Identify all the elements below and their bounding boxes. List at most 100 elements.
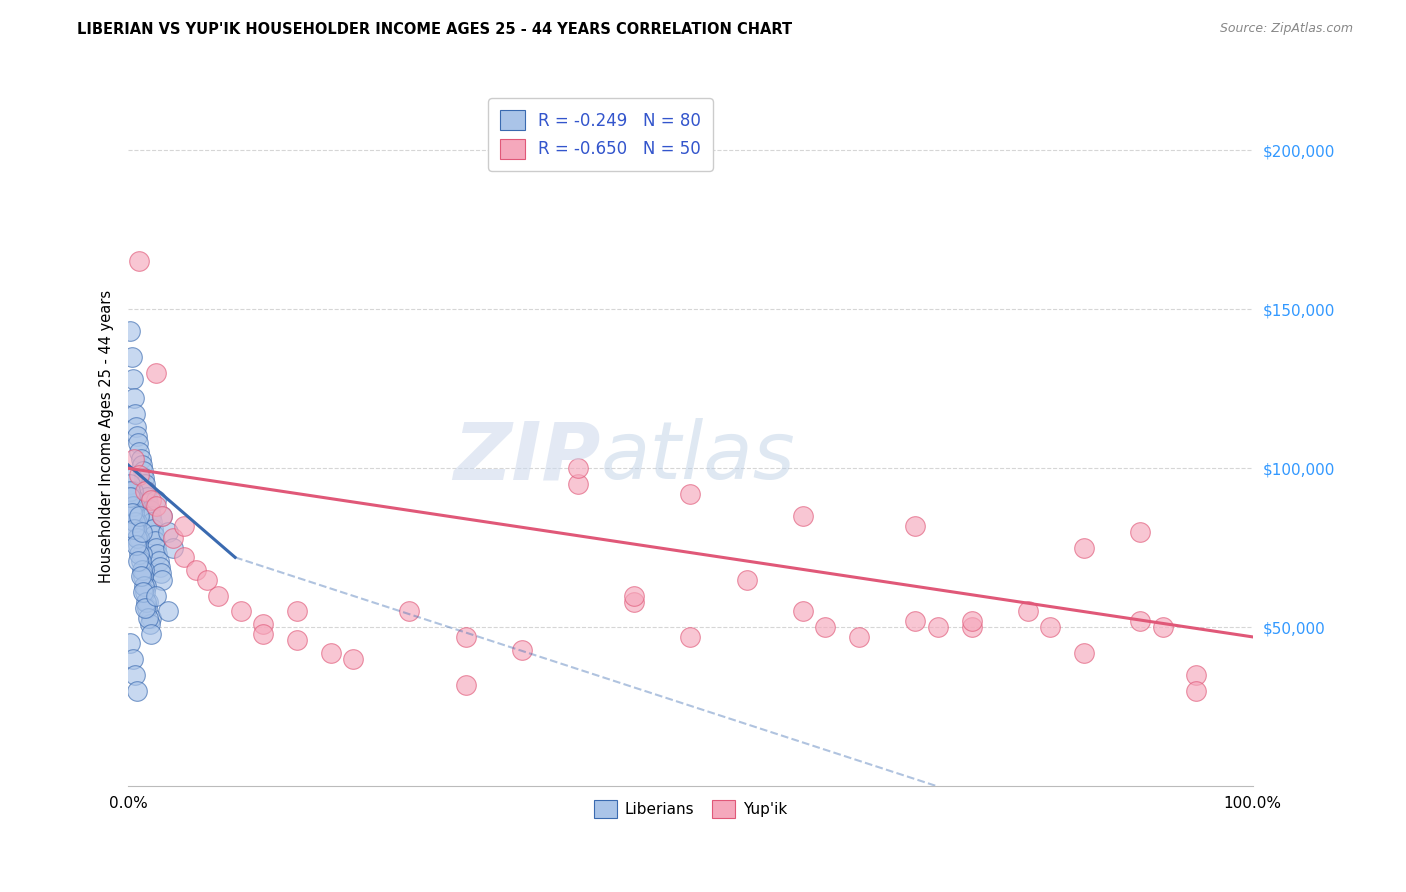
Point [145, 366, 167, 380]
Point [904, 614, 927, 628]
Point [142, 522, 165, 536]
Point [285, 604, 308, 618]
Point [567, 477, 589, 491]
Point [960, 620, 983, 634]
Point [135, 579, 157, 593]
Point [735, 573, 758, 587]
Point [135, 595, 157, 609]
Point [120, 325, 142, 339]
Point [904, 518, 927, 533]
Point [145, 493, 167, 508]
Point [127, 553, 149, 567]
Point [121, 471, 143, 485]
Point [139, 626, 162, 640]
Point [121, 652, 143, 666]
Point [128, 547, 150, 561]
Point [229, 604, 252, 618]
Point [173, 518, 195, 533]
Point [120, 477, 142, 491]
Text: atlas: atlas [600, 418, 796, 497]
Point [138, 617, 160, 632]
Point [398, 604, 420, 618]
Point [1129, 524, 1152, 539]
Point [124, 500, 146, 514]
Point [143, 534, 166, 549]
Point [927, 620, 949, 634]
Point [252, 617, 274, 632]
Point [146, 547, 169, 561]
Point [1185, 668, 1208, 682]
Point [679, 486, 702, 500]
Point [131, 524, 153, 539]
Point [207, 589, 229, 603]
Point [120, 490, 142, 504]
Point [131, 458, 153, 472]
Point [156, 604, 179, 618]
Point [1073, 541, 1095, 555]
Point [128, 254, 150, 268]
Point [125, 522, 148, 536]
Text: ZIP: ZIP [453, 418, 600, 497]
Point [848, 630, 870, 644]
Point [121, 490, 143, 504]
Point [1152, 620, 1174, 634]
Point [454, 630, 477, 644]
Point [1129, 614, 1152, 628]
Point [134, 483, 156, 498]
Point [122, 506, 145, 520]
Point [138, 496, 160, 510]
Point [814, 620, 837, 634]
Point [454, 678, 477, 692]
Point [184, 563, 207, 577]
Point [121, 372, 143, 386]
Point [132, 465, 155, 479]
Point [149, 566, 172, 581]
Y-axis label: Householder Income Ages 25 - 44 years: Householder Income Ages 25 - 44 years [100, 290, 114, 583]
Point [131, 547, 153, 561]
Point [510, 642, 533, 657]
Point [623, 589, 645, 603]
Point [567, 461, 589, 475]
Point [156, 524, 179, 539]
Point [121, 483, 143, 498]
Text: LIBERIAN VS YUP'IK HOUSEHOLDER INCOME AGES 25 - 44 YEARS CORRELATION CHART: LIBERIAN VS YUP'IK HOUSEHOLDER INCOME AG… [77, 22, 793, 37]
Point [1073, 646, 1095, 660]
Point [121, 350, 143, 364]
Point [134, 585, 156, 599]
Point [120, 636, 142, 650]
Point [132, 563, 155, 577]
Point [960, 614, 983, 628]
Point [319, 646, 342, 660]
Point [138, 595, 160, 609]
Point [129, 553, 152, 567]
Point [145, 541, 167, 555]
Point [139, 493, 162, 508]
Point [135, 483, 157, 498]
Point [150, 573, 173, 587]
Point [122, 451, 145, 466]
Point [162, 541, 184, 555]
Point [131, 563, 153, 577]
Point [792, 604, 814, 618]
Point [127, 429, 149, 443]
Point [145, 500, 167, 514]
Point [150, 508, 173, 523]
Point [132, 569, 155, 583]
Point [173, 550, 195, 565]
Point [122, 391, 145, 405]
Point [122, 522, 145, 536]
Point [128, 467, 150, 482]
Point [124, 407, 146, 421]
Point [127, 516, 149, 530]
Point [127, 684, 149, 698]
Point [792, 508, 814, 523]
Point [132, 585, 155, 599]
Point [134, 477, 156, 491]
Text: Source: ZipAtlas.com: Source: ZipAtlas.com [1219, 22, 1353, 36]
Point [125, 538, 148, 552]
Point [139, 611, 162, 625]
Point [679, 630, 702, 644]
Point [342, 652, 364, 666]
Point [138, 611, 160, 625]
Point [252, 626, 274, 640]
